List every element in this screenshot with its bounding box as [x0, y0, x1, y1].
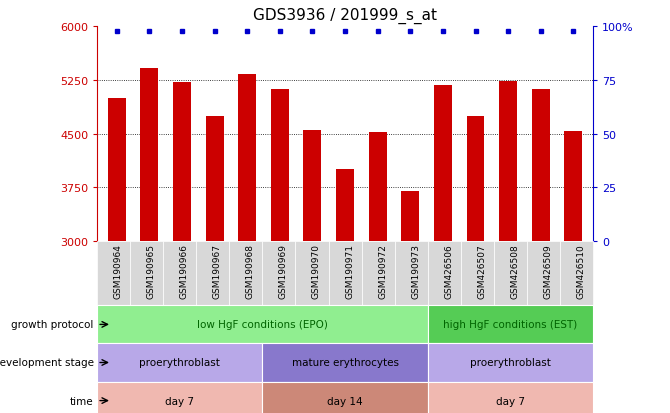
- Bar: [466, 116, 484, 242]
- Text: GSM190965: GSM190965: [147, 244, 155, 299]
- Text: GSM426508: GSM426508: [511, 244, 519, 298]
- Bar: [434, 86, 452, 242]
- Text: GSM190964: GSM190964: [114, 244, 123, 298]
- Bar: [564, 132, 582, 242]
- Text: development stage: development stage: [0, 358, 94, 368]
- Text: GSM426510: GSM426510: [576, 244, 586, 298]
- Text: mature erythrocytes: mature erythrocytes: [291, 358, 399, 368]
- Text: GSM426507: GSM426507: [477, 244, 486, 298]
- Bar: [401, 192, 419, 242]
- Text: proerythroblast: proerythroblast: [470, 358, 551, 368]
- Bar: [108, 98, 126, 242]
- Text: day 7: day 7: [496, 396, 525, 406]
- Text: GSM190972: GSM190972: [378, 244, 387, 298]
- Text: high HgF conditions (EST): high HgF conditions (EST): [443, 320, 578, 330]
- Text: low HgF conditions (EPO): low HgF conditions (EPO): [197, 320, 328, 330]
- Bar: [532, 90, 549, 242]
- Text: GSM190971: GSM190971: [345, 244, 354, 299]
- Bar: [173, 83, 191, 242]
- Text: GSM190966: GSM190966: [180, 244, 189, 299]
- Text: GSM190973: GSM190973: [411, 244, 420, 299]
- Text: GSM190967: GSM190967: [213, 244, 222, 299]
- Bar: [239, 75, 256, 242]
- Bar: [304, 131, 322, 242]
- Text: day 7: day 7: [165, 396, 194, 406]
- Title: GDS3936 / 201999_s_at: GDS3936 / 201999_s_at: [253, 8, 437, 24]
- Text: growth protocol: growth protocol: [11, 320, 94, 330]
- Text: GSM426506: GSM426506: [444, 244, 453, 298]
- Text: time: time: [70, 396, 94, 406]
- Bar: [369, 133, 387, 242]
- Bar: [336, 170, 354, 242]
- Bar: [499, 82, 517, 242]
- Text: proerythroblast: proerythroblast: [139, 358, 220, 368]
- Text: GSM190969: GSM190969: [279, 244, 288, 299]
- Bar: [206, 116, 224, 242]
- Bar: [271, 90, 289, 242]
- Bar: [141, 69, 158, 242]
- Text: GSM190968: GSM190968: [246, 244, 255, 299]
- Text: day 14: day 14: [327, 396, 363, 406]
- Text: GSM426509: GSM426509: [543, 244, 552, 298]
- Text: GSM190970: GSM190970: [312, 244, 321, 299]
